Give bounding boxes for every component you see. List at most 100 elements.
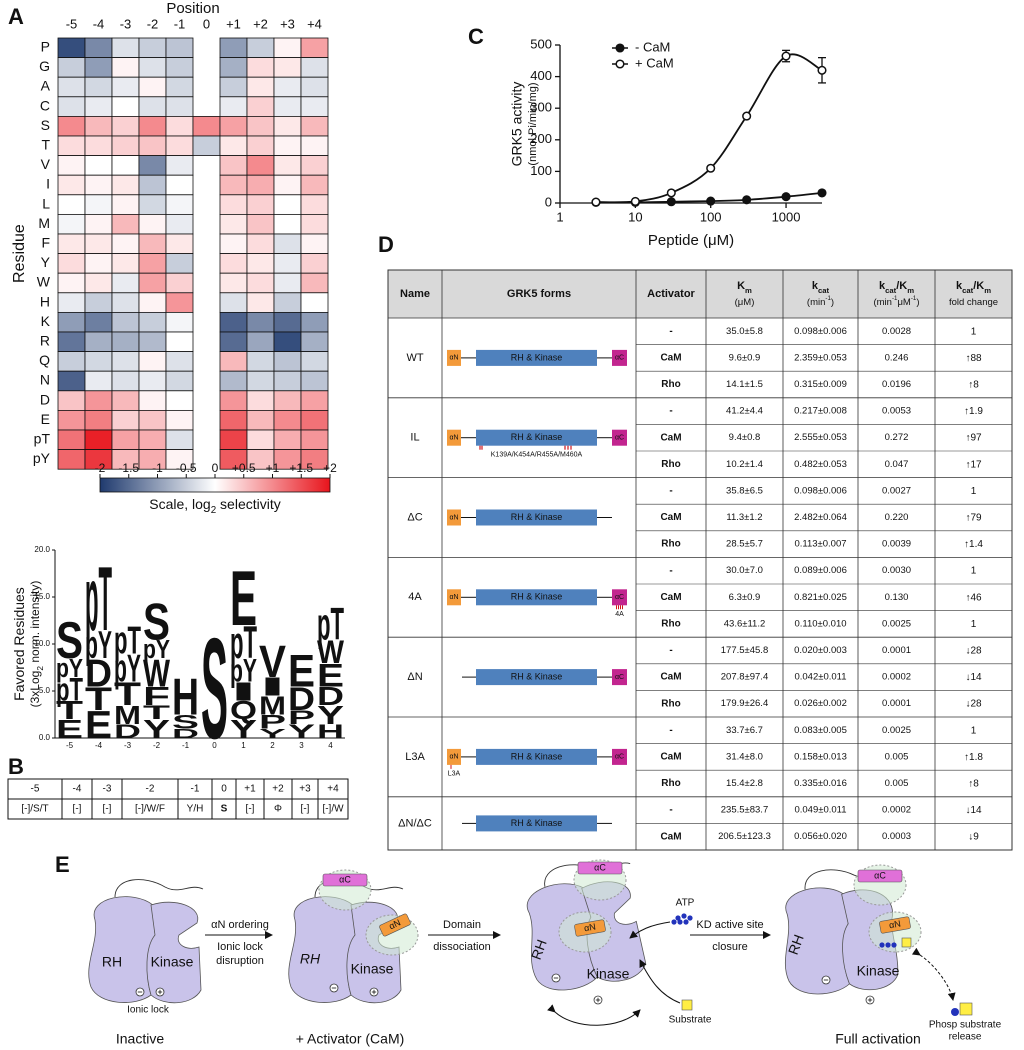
table-cell: CaM: [660, 592, 681, 603]
x-tick-label: 1000: [772, 209, 801, 224]
heatmap-cell: [300, 76, 329, 98]
heatmap-cell: [273, 194, 302, 215]
domain-box: [447, 349, 461, 366]
logo-letter: I: [259, 673, 286, 702]
fold-value: 8: [973, 379, 979, 390]
heatmap-cell: [219, 96, 248, 117]
text-segment: Scale, log: [149, 496, 210, 512]
domain-text: Kinase: [351, 961, 394, 977]
table-header: GRK5 forms: [507, 288, 571, 300]
heatmap-cell: [57, 272, 86, 294]
text-segment: /K: [973, 280, 984, 292]
row-label: P: [41, 39, 50, 55]
logo-letter: P: [259, 712, 286, 733]
y-tick-label: 500: [530, 36, 552, 51]
domain-text: RH: [528, 937, 550, 961]
logo-letter: H: [172, 667, 199, 725]
text-segment: (min: [873, 297, 891, 308]
table-cell: 0.047: [885, 459, 909, 470]
heatmap-cell: [111, 292, 140, 313]
y-axis-title: Favored Residues: [11, 587, 27, 701]
heatmap-cell: [273, 311, 302, 333]
table-cell: CaM: [660, 831, 681, 842]
substrate-arrow: [639, 959, 681, 1004]
table-cell: 0.0003: [882, 831, 911, 842]
release-arrow: [911, 947, 956, 1001]
table-header: Activator: [647, 288, 695, 300]
fold-arrow: ↓: [968, 831, 973, 842]
helix-label: αN: [583, 921, 596, 933]
fold-value: 14: [970, 672, 982, 683]
heatmap-cell: [57, 409, 86, 431]
domain-text: Kinase: [151, 954, 194, 970]
table-header: kcat/Km: [879, 280, 914, 295]
table-cell: 41.2±4.4: [726, 406, 763, 417]
table-cell: 31.4±8.0: [726, 751, 763, 762]
text-segment: ): [831, 297, 834, 308]
heatmap-cell: [246, 233, 275, 255]
heatmap-cell: [219, 57, 248, 78]
x-tick-label: 2: [270, 741, 275, 750]
table-cell: 0.0001: [882, 698, 911, 709]
heatmap-cell: [57, 331, 86, 353]
fold-value: 1: [971, 725, 977, 736]
logo-letter: W: [317, 634, 344, 671]
heatmap-cell: [219, 409, 248, 431]
fold-value: 17: [970, 459, 982, 470]
heatmap-cell: [300, 233, 329, 255]
fold-change: 1: [971, 619, 977, 630]
heatmap-cell: [219, 155, 248, 176]
heatmap-cell: [57, 292, 86, 313]
heatmap-cell: [219, 370, 248, 392]
table-cell: Rho: [661, 619, 680, 630]
heatmap-cell: [273, 429, 302, 451]
fold-value: 28: [970, 645, 982, 656]
domain-box: [612, 429, 627, 446]
table-cell: [-]/W: [322, 804, 344, 815]
domain-text: RH: [300, 951, 321, 967]
heatmap-cell: [84, 174, 113, 196]
table-cell: [-]: [246, 804, 255, 815]
logo-letter: pT: [317, 599, 344, 650]
rh-lobe: [88, 896, 156, 1003]
table-cell: 179.9±26.4: [721, 698, 768, 709]
domain-label: αC: [615, 594, 624, 601]
heatmap-cell: [138, 96, 167, 117]
heatmap-cell: [138, 331, 167, 353]
fold-value: 9: [973, 831, 979, 842]
heatmap-cell: [246, 390, 275, 411]
domain-label: αC: [615, 355, 624, 362]
heatmap-cell: [111, 233, 140, 255]
fold-change: 1: [971, 725, 977, 736]
heatmap-cell: [246, 331, 275, 353]
heatmap-cell: [111, 135, 140, 157]
heatmap-cell: [57, 37, 86, 59]
column-label: -3: [120, 16, 132, 31]
heatmap-cell: [300, 57, 329, 78]
heatmap-cell: [219, 174, 248, 196]
heatmap-cell: [300, 390, 329, 411]
heatmap-cell: [111, 37, 140, 59]
table-header: Name: [400, 288, 430, 300]
heatmap-cell: [246, 116, 275, 137]
heatmap-cell: [57, 233, 86, 255]
table-cell: CaM: [660, 432, 681, 443]
row-label: N: [40, 372, 50, 388]
heatmap-cell: [273, 155, 302, 176]
heatmap-cell: [57, 311, 86, 333]
panel-label: A: [8, 4, 24, 29]
heatmap-cell: [273, 96, 302, 117]
substrate: [901, 937, 912, 948]
heatmap-cell: [57, 174, 86, 196]
domain-box: [612, 589, 627, 606]
table-cell: CaM: [660, 672, 681, 683]
heatmap-cell: [246, 370, 275, 392]
table-cell: -: [669, 725, 672, 736]
logo-letter: pY: [143, 636, 170, 665]
heatmap-cell: [219, 135, 248, 157]
table-cell: L3A: [405, 751, 425, 763]
domain-text: Kinase: [857, 963, 900, 979]
table-cell: 0.158±0.013: [794, 751, 847, 762]
logo-letter: E: [230, 554, 257, 642]
